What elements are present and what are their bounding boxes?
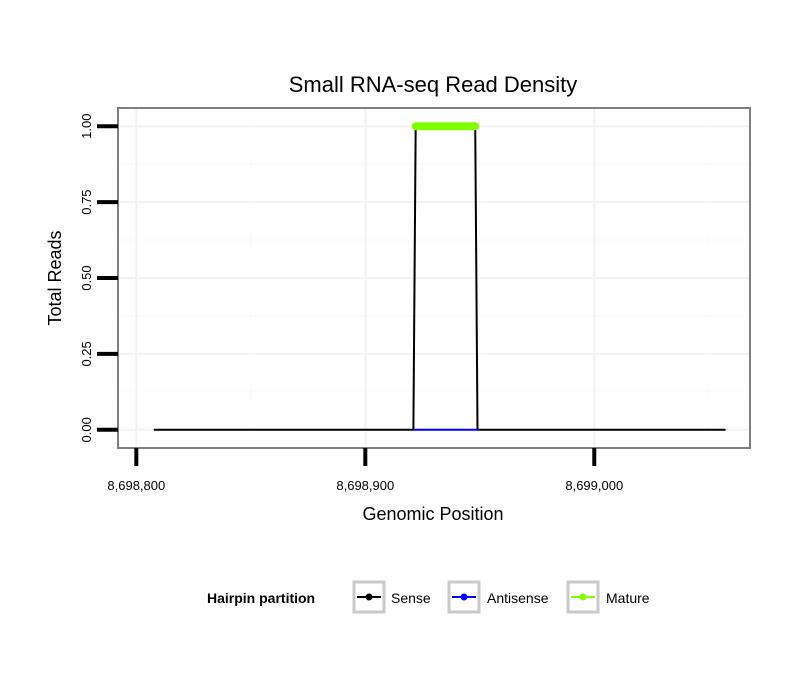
legend-point-mature: [579, 593, 587, 601]
legend-title: Hairpin partition: [207, 590, 315, 606]
y-tick-label-1: 0.25: [79, 341, 94, 366]
y-tick-label-4: 1.00: [79, 114, 94, 139]
x-tick-label-1: 8,698,900: [336, 478, 394, 493]
y-axis-title: Total Reads: [45, 230, 65, 325]
x-axis-title: Genomic Position: [362, 504, 503, 524]
legend-item-sense: Sense: [352, 580, 431, 614]
grid-lines: [118, 108, 750, 448]
series-lines: [153, 122, 726, 431]
chart-title: Small RNA-seq Read Density: [289, 72, 578, 97]
legend-point-sense: [365, 593, 373, 601]
legend-item-antisense: Antisense: [447, 580, 549, 614]
y-tick-label-0: 0.00: [79, 417, 94, 442]
y-tick-label-3: 0.75: [79, 189, 94, 214]
x-axis: 8,698,800 8,698,900 8,699,000: [107, 448, 623, 493]
legend-label-mature: Mature: [606, 590, 650, 606]
x-tick-label-2: 8,699,000: [565, 478, 623, 493]
legend-label-antisense: Antisense: [487, 590, 549, 606]
y-tick-label-2: 0.50: [79, 265, 94, 290]
y-axis: 0.00 0.25 0.50 0.75 1.00: [79, 114, 118, 442]
legend-item-mature: Mature: [566, 580, 650, 614]
legend: Hairpin partition Sense Antisense Mature: [207, 580, 650, 614]
legend-label-sense: Sense: [391, 590, 431, 606]
x-tick-label-0: 8,698,800: [107, 478, 165, 493]
legend-point-antisense: [460, 593, 468, 601]
